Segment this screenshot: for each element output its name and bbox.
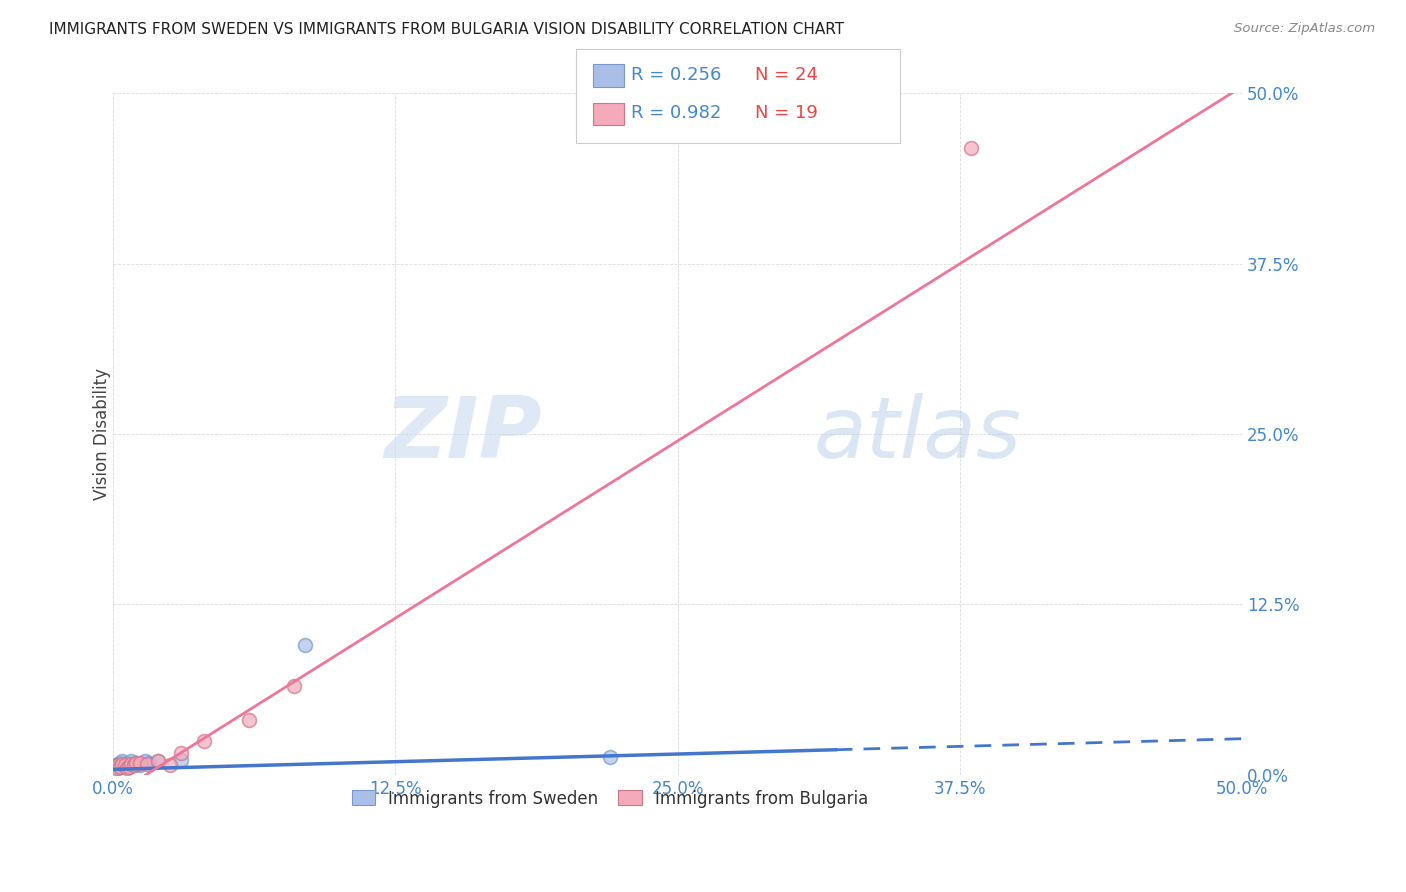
Point	[238, 714, 260, 728]
Point	[960, 141, 983, 155]
Point	[118, 759, 141, 773]
Point	[193, 733, 215, 747]
Point	[114, 759, 136, 773]
Text: atlas: atlas	[813, 392, 1021, 475]
Point	[120, 754, 142, 768]
Point	[134, 754, 156, 768]
Point	[104, 758, 127, 772]
Point	[111, 756, 134, 771]
Point	[599, 750, 621, 764]
Text: R = 0.982: R = 0.982	[631, 104, 721, 122]
Point	[111, 754, 134, 768]
Point	[122, 758, 145, 772]
Point	[170, 753, 193, 767]
Text: N = 19: N = 19	[755, 104, 818, 122]
Point	[107, 761, 129, 775]
Text: IMMIGRANTS FROM SWEDEN VS IMMIGRANTS FROM BULGARIA VISION DISABILITY CORRELATION: IMMIGRANTS FROM SWEDEN VS IMMIGRANTS FRO…	[49, 22, 845, 37]
Legend: Immigrants from Sweden, Immigrants from Bulgaria: Immigrants from Sweden, Immigrants from …	[344, 783, 875, 814]
Point	[283, 679, 305, 693]
Y-axis label: Vision Disability: Vision Disability	[93, 368, 111, 500]
Point	[115, 756, 138, 770]
Point	[129, 758, 152, 772]
Point	[104, 761, 127, 775]
Point	[129, 756, 152, 770]
Point	[114, 756, 136, 771]
Point	[170, 746, 193, 760]
Text: Source: ZipAtlas.com: Source: ZipAtlas.com	[1234, 22, 1375, 36]
Point	[107, 756, 129, 771]
Point	[108, 756, 131, 770]
Text: ZIP: ZIP	[385, 392, 543, 475]
Point	[148, 754, 170, 768]
Point	[138, 756, 160, 770]
Point	[125, 756, 148, 770]
Point	[125, 756, 148, 770]
Point	[148, 754, 170, 768]
Point	[120, 756, 142, 771]
Point	[108, 759, 131, 773]
Point	[118, 759, 141, 773]
Point	[159, 758, 181, 772]
Text: R = 0.256: R = 0.256	[631, 66, 721, 84]
Point	[294, 638, 316, 652]
Point	[115, 761, 138, 775]
Text: N = 24: N = 24	[755, 66, 818, 84]
Point	[127, 756, 149, 771]
Point	[108, 759, 131, 773]
Point	[118, 756, 141, 771]
Point	[107, 758, 129, 772]
Point	[111, 758, 134, 772]
Point	[136, 756, 159, 771]
Point	[122, 758, 145, 772]
Point	[115, 758, 138, 772]
Point	[114, 758, 136, 772]
